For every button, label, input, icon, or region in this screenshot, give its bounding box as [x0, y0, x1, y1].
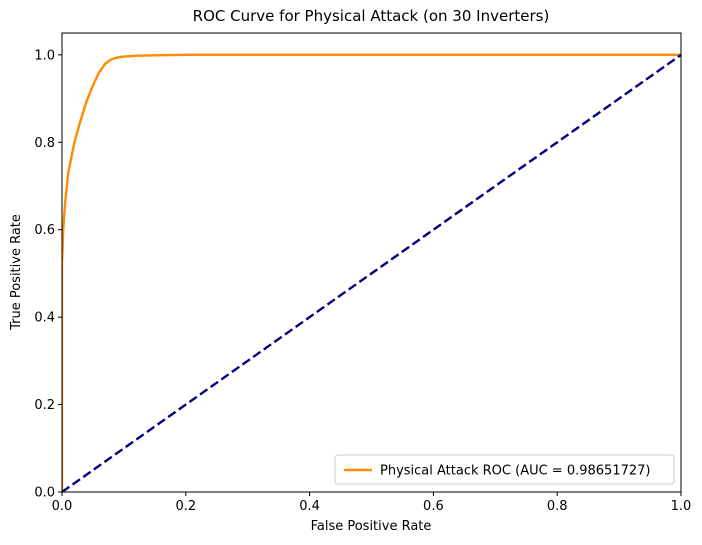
- axes-frame: [61, 32, 682, 493]
- x-tick-label: 0.8: [547, 499, 568, 514]
- y-axis-label: True Positive Rate: [9, 214, 24, 331]
- legend-label: Physical Attack ROC (AUC = 0.98651727): [380, 464, 650, 479]
- y-tick-label: 0.8: [34, 136, 55, 151]
- x-axis-label: False Positive Rate: [311, 519, 432, 534]
- legend-box: [334, 454, 675, 485]
- x-tick-label: 0.2: [175, 499, 196, 514]
- x-tick-label: 1.0: [671, 499, 692, 514]
- x-tick-label: 0.6: [423, 499, 444, 514]
- chance-diagonal-line: [62, 53, 681, 492]
- x-tick-label: 0.0: [52, 499, 73, 514]
- y-tick-label: 0.4: [34, 311, 55, 326]
- y-tick-label: 0.0: [34, 486, 55, 501]
- x-tick-label: 0.4: [299, 499, 320, 514]
- y-tick-label: 0.6: [34, 223, 55, 238]
- chart-title: ROC Curve for Physical Attack (on 30 Inv…: [193, 7, 550, 25]
- roc-curve-line-0: [62, 53, 681, 492]
- plot-area: [62, 53, 681, 492]
- legend: Physical Attack ROC (AUC = 0.98651727): [334, 454, 675, 485]
- y-tick-label: 1.0: [34, 48, 55, 63]
- y-tick-label: 0.2: [34, 398, 55, 413]
